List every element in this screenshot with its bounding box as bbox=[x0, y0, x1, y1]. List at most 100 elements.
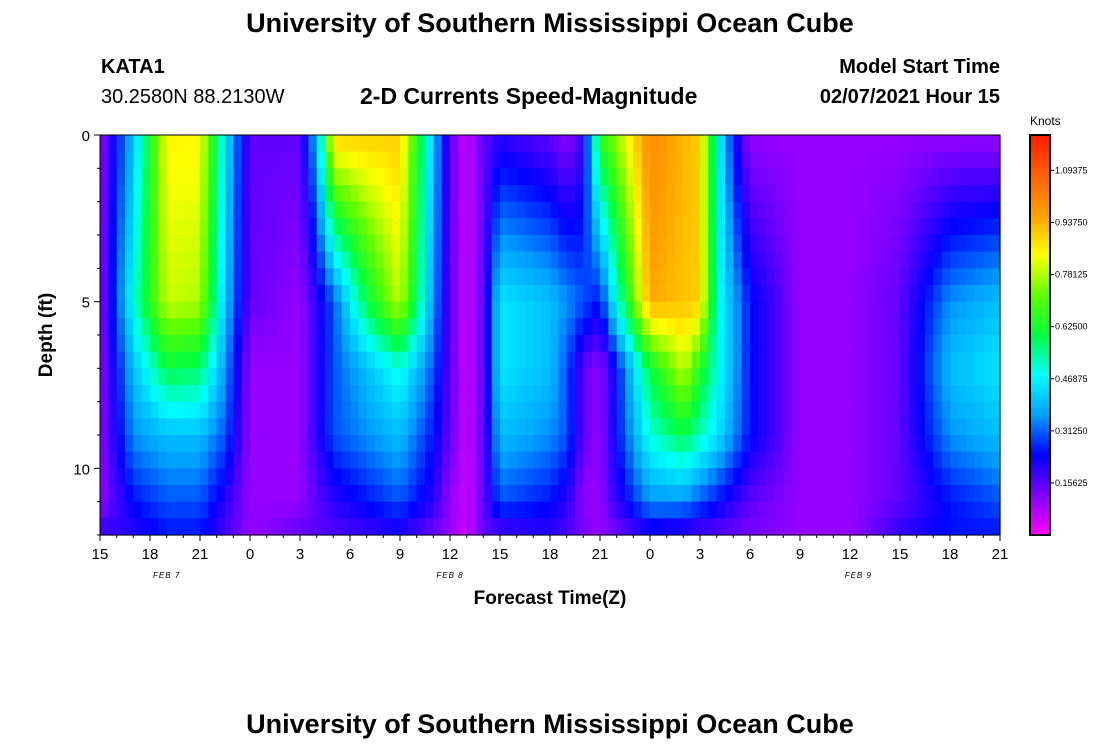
heatmap-cell bbox=[633, 351, 643, 369]
heatmap-cell bbox=[675, 418, 684, 436]
heatmap-cell bbox=[358, 318, 368, 336]
heatmap-cell bbox=[608, 218, 618, 236]
heatmap-cell bbox=[983, 251, 993, 269]
heatmap-cell bbox=[541, 185, 551, 203]
heatmap-cell bbox=[391, 235, 401, 253]
heatmap-cell bbox=[358, 285, 368, 303]
heatmap-cell bbox=[841, 485, 851, 503]
heatmap-cell bbox=[541, 235, 551, 253]
heatmap-cell bbox=[883, 501, 893, 519]
colorbar: 1.093750.937500.781250.625000.468750.312… bbox=[1029, 134, 1088, 536]
heatmap-cell bbox=[808, 518, 818, 536]
heatmap-cell bbox=[683, 185, 693, 203]
heatmap-cell bbox=[408, 235, 418, 253]
heatmap-cell bbox=[933, 335, 943, 353]
heatmap-cell bbox=[125, 501, 134, 519]
heatmap-cell bbox=[433, 418, 443, 436]
heatmap-cell bbox=[808, 435, 818, 453]
heatmap-cell bbox=[683, 301, 693, 319]
heatmap-cell bbox=[433, 501, 443, 519]
heatmap-cell bbox=[625, 485, 634, 503]
heatmap-cell bbox=[400, 251, 409, 269]
heatmap-cell bbox=[700, 151, 709, 169]
heatmap-cell bbox=[775, 201, 784, 219]
heatmap-cell bbox=[750, 418, 759, 436]
heatmap-cell bbox=[550, 418, 559, 436]
colorbar-tick-label: 0.31250 bbox=[1055, 426, 1088, 436]
heatmap-cell bbox=[791, 235, 801, 253]
heatmap-cell bbox=[216, 468, 226, 486]
heatmap-cell bbox=[125, 468, 134, 486]
heatmap-cell bbox=[133, 335, 143, 353]
heatmap-cell bbox=[683, 235, 693, 253]
heatmap-cell bbox=[750, 401, 759, 419]
heatmap-cell bbox=[125, 518, 134, 536]
heatmap-cell bbox=[558, 285, 568, 303]
heatmap-cell bbox=[575, 401, 584, 419]
heatmap-cell bbox=[125, 435, 134, 453]
heatmap-cell bbox=[525, 251, 534, 269]
heatmap-cell bbox=[558, 418, 568, 436]
heatmap-cell bbox=[400, 235, 409, 253]
heatmap-cell bbox=[191, 218, 201, 236]
heatmap-cell bbox=[866, 185, 876, 203]
heatmap-cell bbox=[833, 485, 843, 503]
heatmap-cell bbox=[891, 135, 901, 153]
heatmap-cell bbox=[358, 468, 368, 486]
heatmap-cell bbox=[666, 385, 676, 403]
heatmap-cell bbox=[708, 401, 718, 419]
heatmap-cell bbox=[133, 418, 143, 436]
heatmap-cell bbox=[475, 185, 484, 203]
heatmap-cell bbox=[633, 368, 643, 386]
heatmap-cell bbox=[433, 485, 443, 503]
heatmap-cell bbox=[200, 301, 209, 319]
heatmap-cell bbox=[691, 301, 701, 319]
heatmap-cell bbox=[708, 451, 718, 469]
heatmap-cell bbox=[841, 418, 851, 436]
heatmap-cell bbox=[933, 485, 943, 503]
heatmap-cell bbox=[775, 235, 784, 253]
heatmap-cell bbox=[758, 151, 768, 169]
heatmap-cell bbox=[650, 468, 659, 486]
heatmap-cell bbox=[725, 285, 734, 303]
heatmap-cell bbox=[266, 318, 276, 336]
heatmap-cell bbox=[275, 151, 284, 169]
x-axis-label: Forecast Time(Z) bbox=[474, 588, 627, 609]
heatmap-cell bbox=[566, 285, 576, 303]
heatmap-cell bbox=[900, 268, 909, 286]
heatmap-cell bbox=[558, 518, 568, 536]
heatmap-cell bbox=[900, 185, 909, 203]
heatmap-cell bbox=[658, 468, 668, 486]
heatmap-cell bbox=[675, 435, 684, 453]
heatmap-cell bbox=[850, 135, 859, 153]
heatmap-cell bbox=[233, 301, 243, 319]
heatmap-cell bbox=[700, 168, 709, 186]
heatmap-cell bbox=[541, 301, 551, 319]
heatmap-cell bbox=[858, 168, 868, 186]
heatmap-cell bbox=[508, 468, 518, 486]
heatmap-cell bbox=[483, 435, 493, 453]
heatmap-cell bbox=[550, 485, 559, 503]
heatmap-cell bbox=[333, 235, 343, 253]
heatmap-cell bbox=[958, 485, 968, 503]
heatmap-cell bbox=[366, 135, 376, 153]
heatmap-cell bbox=[391, 185, 401, 203]
heatmap-cell bbox=[433, 201, 443, 219]
heatmap-cell bbox=[550, 468, 559, 486]
heatmap-cell bbox=[183, 435, 193, 453]
heatmap-cell bbox=[150, 418, 159, 436]
heatmap-cell bbox=[433, 235, 443, 253]
heatmap-cell bbox=[975, 135, 984, 153]
heatmap-cell bbox=[700, 385, 709, 403]
heatmap-cell bbox=[575, 268, 584, 286]
heatmap-cell bbox=[675, 318, 684, 336]
heatmap-cell bbox=[583, 285, 593, 303]
heatmap-cell bbox=[183, 168, 193, 186]
heatmap-cell bbox=[925, 251, 934, 269]
heatmap-cell bbox=[825, 401, 834, 419]
heatmap-cell bbox=[783, 185, 793, 203]
heatmap-cell bbox=[750, 385, 759, 403]
heatmap-cell bbox=[608, 168, 618, 186]
heatmap-cell bbox=[275, 251, 284, 269]
heatmap-cell bbox=[825, 135, 834, 153]
